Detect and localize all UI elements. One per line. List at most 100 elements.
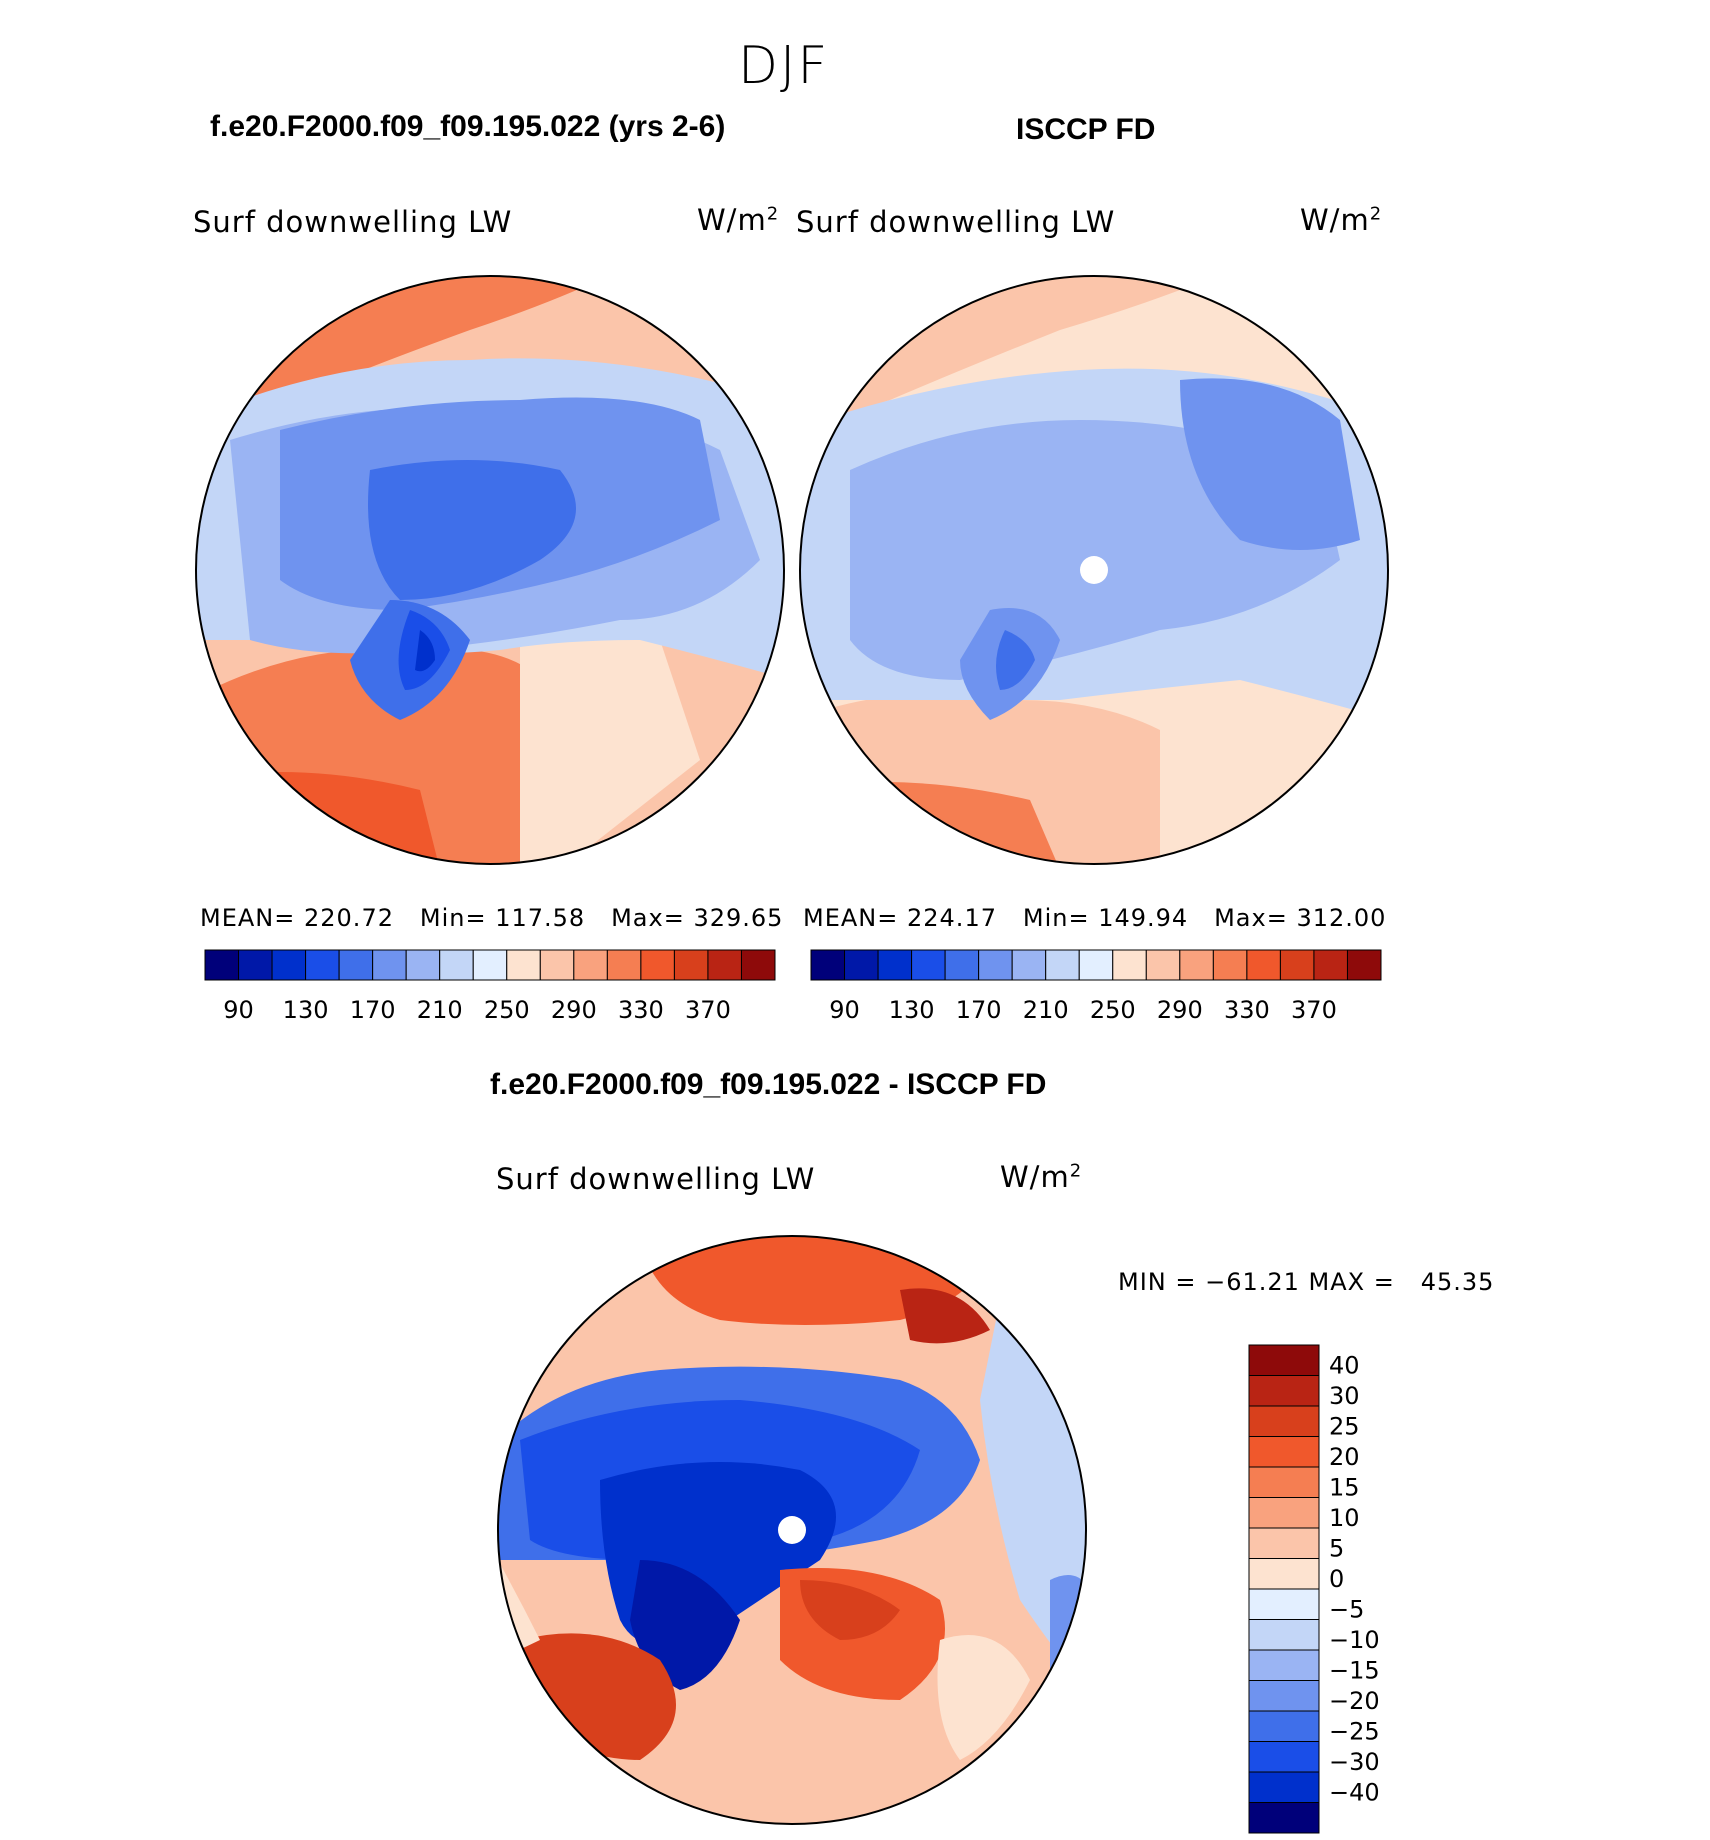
colorbar3-tick-6: 5	[1329, 1535, 1344, 1563]
colorbar3-swatch-3	[1248, 1436, 1320, 1468]
colorbar2-swatch-4	[944, 949, 980, 981]
panel2-title: ISCCP FD	[1016, 113, 1156, 146]
colorbar3-tick-13: −30	[1329, 1748, 1380, 1776]
colorbar1-swatch-3	[305, 949, 340, 981]
colorbar2-swatch-13	[1246, 949, 1281, 981]
colorbar1-tick-6: 330	[618, 996, 664, 1024]
colorbar2-tick-3: 210	[1023, 996, 1069, 1024]
colorbar3-tick-7: 0	[1329, 1565, 1344, 1593]
colorbar3-tick-11: −20	[1329, 1687, 1380, 1715]
colorbar2-tick-0: 90	[829, 996, 860, 1024]
isccp-colorbar: 90 130 170 210 250 290 330 370	[810, 949, 1382, 1024]
colorbar3-swatch-4	[1248, 1466, 1320, 1498]
colorbar2-tick-7: 370	[1291, 996, 1337, 1024]
isccp-pole-mask	[1080, 556, 1108, 584]
diff-variable-label: Surf downwelling LW	[496, 1162, 816, 1196]
colorbar3-tick-12: −25	[1329, 1718, 1380, 1746]
panel2-units-label: W/m2	[1300, 203, 1383, 237]
colorbar3-tick-5: 10	[1329, 1504, 1360, 1532]
colorbar1-tick-4: 250	[484, 996, 530, 1024]
colorbar1-tick-1: 130	[283, 996, 329, 1024]
colorbar2-swatch-5	[978, 949, 1013, 981]
colorbar1-swatch-8	[472, 949, 508, 981]
colorbar2-tick-2: 170	[956, 996, 1002, 1024]
colorbar1-swatch-5	[372, 949, 407, 981]
colorbar3-swatch-13	[1248, 1741, 1320, 1773]
colorbar1-swatch-2	[271, 949, 307, 981]
colorbar2-swatch-1	[844, 949, 879, 981]
colorbar1-swatch-10	[539, 949, 575, 981]
colorbar1-swatch-13	[640, 949, 675, 981]
colorbar3-swatch-6	[1248, 1527, 1320, 1559]
colorbar3-swatch-8	[1248, 1588, 1320, 1620]
colorbar3-swatch-12	[1248, 1710, 1320, 1742]
colorbar2-tick-5: 290	[1157, 996, 1203, 1024]
colorbar3-swatch-15	[1248, 1802, 1320, 1834]
colorbar1-swatch-7	[439, 949, 474, 981]
colorbar2-swatch-7	[1045, 949, 1080, 981]
colorbar3-swatch-1	[1248, 1375, 1320, 1407]
difference-pole-mask	[778, 1516, 806, 1544]
model-colorbar: 90 130 170 210 250 290 330 370	[204, 949, 776, 1024]
colorbar1-swatch-16	[740, 949, 776, 981]
diff-units-label: W/m2	[1000, 1160, 1083, 1194]
colorbar2-swatch-15	[1313, 949, 1348, 981]
panel1-stats: MEAN= 220.72 Min= 117.58 Max= 329.65	[200, 904, 784, 932]
diff-minmax-label: MIN = −61.21 MAX = 45.35	[1118, 1268, 1495, 1296]
colorbar1-swatch-6	[405, 949, 441, 981]
colorbar2-tick-1: 130	[889, 996, 935, 1024]
colorbar3-tick-1: 30	[1329, 1382, 1360, 1410]
colorbar3-swatch-0	[1248, 1344, 1320, 1376]
colorbar3-tick-10: −15	[1329, 1657, 1380, 1685]
colorbar3-swatch-11	[1248, 1680, 1320, 1712]
model-polar-map	[196, 276, 784, 864]
colorbar3-tick-8: −5	[1329, 1596, 1364, 1624]
colorbar2-swatch-6	[1011, 949, 1047, 981]
colorbar3-tick-2: 25	[1329, 1413, 1360, 1441]
colorbar1-swatch-1	[238, 949, 273, 981]
colorbar1-tick-2: 170	[350, 996, 396, 1024]
season-title: DJF	[738, 36, 830, 96]
panel1-title: f.e20.F2000.f09_f09.195.022 (yrs 2-6)	[210, 110, 726, 143]
colorbar3-swatch-7	[1248, 1558, 1320, 1590]
difference-map-border	[497, 1235, 1087, 1825]
panel1-units-label: W/m2	[697, 203, 780, 237]
colorbar2-swatch-14	[1279, 949, 1315, 981]
colorbar2-swatch-12	[1212, 949, 1248, 981]
colorbar1-swatch-9	[506, 949, 541, 981]
colorbar3-tick-3: 20	[1329, 1443, 1360, 1471]
colorbar2-tick-4: 250	[1090, 996, 1136, 1024]
colorbar2-tick-6: 330	[1224, 996, 1270, 1024]
panel1-variable-label: Surf downwelling LW	[193, 205, 513, 239]
model-map-border	[195, 275, 785, 865]
colorbar3-tick-4: 15	[1329, 1474, 1360, 1502]
colorbar3-tick-9: −10	[1329, 1626, 1380, 1654]
colorbar2-swatch-11	[1179, 949, 1214, 981]
colorbar2-swatch-2	[877, 949, 913, 981]
colorbar1-tick-7: 370	[685, 996, 731, 1024]
colorbar1-tick-5: 290	[551, 996, 597, 1024]
colorbar1-tick-0: 90	[223, 996, 254, 1024]
colorbar2-swatch-0	[810, 949, 846, 981]
colorbar1-swatch-4	[338, 949, 374, 981]
colorbar3-swatch-2	[1248, 1405, 1320, 1437]
colorbar2-swatch-3	[911, 949, 946, 981]
panel2-stats: MEAN= 224.17 Min= 149.94 Max= 312.00	[803, 904, 1387, 932]
isccp-map-border	[799, 275, 1389, 865]
colorbar1-swatch-15	[707, 949, 742, 981]
colorbar2-swatch-16	[1346, 949, 1382, 981]
panel2-variable-label: Surf downwelling LW	[796, 205, 1116, 239]
colorbar3-swatch-5	[1248, 1497, 1320, 1529]
colorbar1-swatch-0	[204, 949, 240, 981]
colorbar1-tick-3: 210	[417, 996, 463, 1024]
colorbar1-swatch-14	[673, 949, 709, 981]
colorbar3-tick-14: −40	[1329, 1779, 1380, 1807]
colorbar1-swatch-12	[606, 949, 642, 981]
colorbar2-swatch-10	[1145, 949, 1181, 981]
colorbar1-swatch-11	[573, 949, 608, 981]
colorbar3-swatch-10	[1248, 1649, 1320, 1681]
colorbar3-swatch-9	[1248, 1619, 1320, 1651]
colorbar3-tick-0: 40	[1329, 1352, 1360, 1380]
